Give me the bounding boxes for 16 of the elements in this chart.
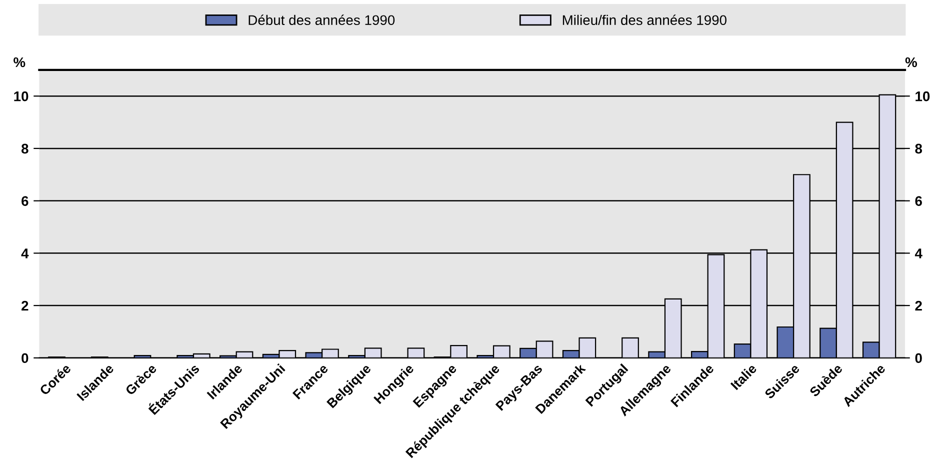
y-tick-label: 10 — [14, 91, 28, 102]
y2-tick-label: 10 — [916, 91, 930, 102]
y-tick-label: 8 — [21, 144, 28, 154]
y-axis-title: % — [14, 57, 26, 68]
y2-tick-label: 8 — [915, 144, 922, 154]
y2-tick-label: 0 — [915, 353, 922, 364]
y2-tick-label: 6 — [915, 196, 922, 206]
y-tick-label: 4 — [21, 248, 29, 258]
y-tick-label: 2 — [22, 300, 28, 311]
legend-label: Milieu/fin des années 1990 — [562, 14, 726, 26]
y-tick-label: 6 — [22, 196, 28, 206]
y2-tick-label: 4 — [914, 248, 922, 258]
legend-label: Début des années 1990 — [248, 14, 395, 26]
y-tick-label: 0 — [22, 353, 28, 364]
y2-axis-title: % — [905, 57, 917, 68]
y2-tick-label: 2 — [915, 300, 922, 311]
